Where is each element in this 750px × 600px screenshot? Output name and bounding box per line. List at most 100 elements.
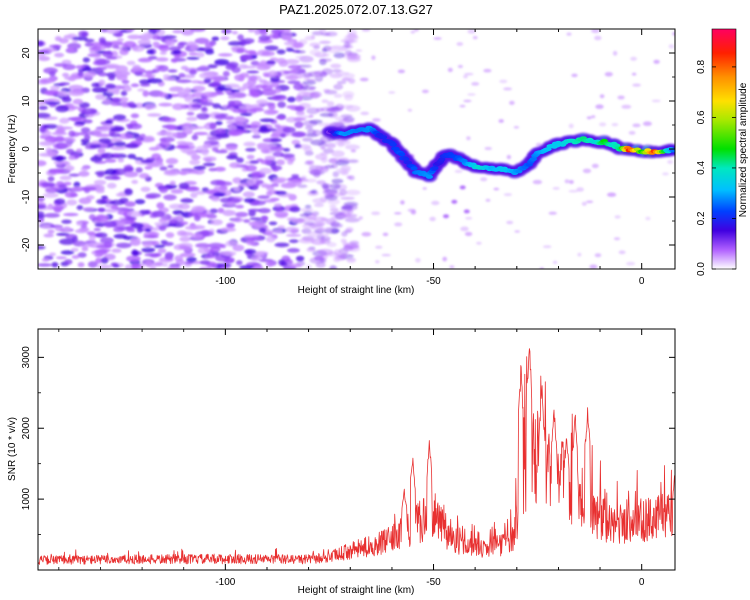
spectrum-noise-blob [576, 187, 584, 192]
spectrum-noise-blob [66, 199, 78, 206]
spectrum-noise-blob [577, 252, 582, 257]
spectrum-noise-blob [345, 144, 360, 150]
spectrum-noise-blob [230, 100, 243, 107]
spectrum-noise-blob [594, 35, 602, 41]
spectrum-noise-blob [82, 57, 90, 63]
spectrum-noise-blob [334, 138, 351, 146]
spectrum-noise-blob [109, 199, 126, 206]
spectrum-noise-blob [122, 83, 130, 88]
spectrum-noise-blob [287, 217, 298, 222]
spectrum-noise-blob [96, 264, 113, 269]
spectrum-noise-blob [113, 141, 126, 147]
spectrum-noise-blob [105, 83, 116, 89]
spectrum-noise-blob [155, 57, 169, 62]
spectrum-noise-blob [509, 100, 515, 105]
spectrum-ridge-point [410, 166, 418, 171]
spectrum-noise-blob [214, 128, 226, 135]
spectrum-noise-blob [82, 119, 93, 124]
spectrum-noise-blob [215, 150, 228, 154]
spectrum-noise-blob [58, 184, 67, 188]
spectrum-noise-blob [45, 187, 58, 194]
spectrum-noise-blob [341, 205, 354, 210]
spectrum-noise-blob [611, 123, 619, 127]
spectrum-noise-blob [651, 99, 661, 103]
spectrum-noise-blob [167, 164, 174, 169]
spectrum-noise-blob [347, 159, 359, 163]
spectrum-noise-blob [127, 153, 136, 159]
spectrum-noise-blob [604, 72, 613, 77]
spectrum-noise-blob [105, 63, 121, 69]
spectrum-noise-blob [148, 161, 164, 168]
snr-plot-area [38, 348, 675, 565]
spectrum-noise-blob [341, 77, 351, 82]
spectrum-noise-blob [43, 67, 58, 74]
spectrum-noise-blob [289, 239, 299, 244]
spectrum-noise-blob [93, 130, 102, 136]
spectrum-noise-blob [151, 210, 165, 218]
spectrum-noise-blob [59, 238, 76, 245]
spectrum-noise-blob [45, 101, 61, 105]
spectrum-noise-blob [78, 197, 92, 205]
spectrum-noise-blob [72, 36, 88, 41]
spectrum-noise-blob [246, 179, 257, 185]
spectrum-noise-blob [245, 237, 262, 241]
spectrum-noise-blob [667, 160, 673, 164]
spectrum-noise-blob [513, 126, 520, 129]
spectrum-noise-blob [80, 223, 88, 229]
spectrum-noise-blob [177, 88, 191, 95]
spectrum-noise-blob [93, 179, 107, 186]
spectrum-noise-blob [64, 259, 73, 265]
spectrum-noise-blob [350, 149, 357, 153]
spectrum-noise-blob [98, 138, 112, 144]
spectrum-noise-blob [125, 29, 135, 32]
spectrum-noise-blob [214, 59, 230, 66]
spectrum-noise-blob [204, 42, 214, 48]
spectrum-noise-blob [136, 227, 143, 233]
spectrum-noise-blob [192, 85, 206, 92]
spectrum-noise-blob [190, 104, 202, 108]
spectrum-noise-blob [331, 228, 339, 234]
spectrum-noise-blob [78, 170, 90, 177]
spectrum-noise-blob [285, 233, 302, 237]
spectrum-noise-blob [157, 248, 167, 254]
spectrum-noise-blob [47, 229, 55, 234]
spectrum-noise-blob [176, 140, 187, 145]
spectrum-noise-blob [316, 180, 327, 185]
spectrum-noise-blob [196, 51, 205, 58]
spectrum-noise-blob [192, 126, 205, 130]
spectrum-noise-blob [124, 201, 136, 208]
spectrum-noise-blob [82, 207, 95, 212]
spectrum-noise-blob [167, 266, 182, 269]
spectrum-noise-blob [280, 31, 293, 39]
spectrum-noise-blob [173, 30, 184, 34]
spectrum-noise-blob [298, 237, 315, 244]
spectrum-noise-blob [433, 37, 442, 40]
spectrum-noise-blob [162, 77, 176, 81]
spectrum-noise-blob [233, 117, 247, 122]
spectrum-noise-blob [68, 173, 80, 177]
colorbar-tick-label: 0.2 [696, 211, 707, 225]
spectrum-noise-layer [38, 29, 675, 269]
spectrum-noise-blob [131, 45, 145, 52]
spectrum-noise-blob [68, 130, 76, 137]
spectrum-noise-blob [410, 210, 417, 215]
spectrum-noise-blob [144, 103, 157, 110]
spectrum-noise-blob [317, 248, 334, 256]
spectrum-noise-blob [51, 262, 59, 268]
spectrum-noise-blob [193, 165, 206, 171]
spectrum-noise-blob [335, 168, 351, 173]
spectrum-noise-blob [154, 222, 170, 226]
spectrum-noise-blob [324, 89, 338, 95]
spectrum-noise-blob [167, 69, 178, 73]
spectrum-noise-blob [105, 168, 117, 175]
spectrum-noise-blob [66, 47, 75, 53]
spectrum-ridge-point [431, 166, 439, 171]
snr-panel: -100 -50 0 1000 2000 3000 Height of straight … [7, 328, 676, 596]
spectrum-noise-blob [230, 210, 237, 216]
spectrum-noise-blob [566, 32, 572, 36]
spectrum-noise-blob [177, 214, 184, 222]
spectrum-noise-blob [463, 209, 470, 214]
spectrum-noise-blob [332, 171, 339, 178]
spectrum-noise-blob [264, 155, 276, 161]
spectrum-noise-blob [347, 209, 354, 214]
